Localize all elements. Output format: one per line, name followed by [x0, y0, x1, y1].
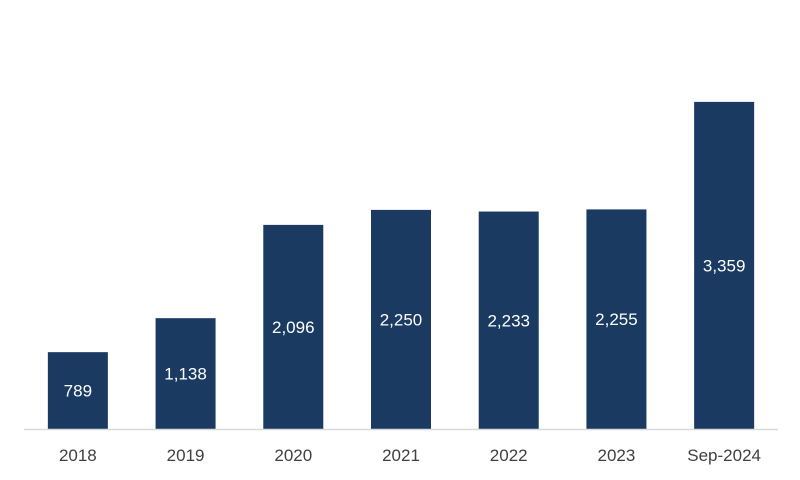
- data-label-2020: 2,096: [272, 318, 315, 337]
- x-tick-label-2022: 2022: [490, 446, 528, 465]
- data-label-sep-2024: 3,359: [703, 256, 746, 275]
- bar-2019: [155, 318, 216, 429]
- x-tick-label-2021: 2021: [382, 446, 420, 465]
- bar-sep-2024: [694, 101, 755, 429]
- bar-2020: [263, 224, 324, 429]
- x-tick-label-2018: 2018: [59, 446, 97, 465]
- data-label-2019: 1,138: [164, 365, 207, 384]
- x-tick-labels-group: 2018 2019 2020 2021 2022 2023 Sep-2024: [59, 446, 761, 465]
- bar-2022: [478, 211, 539, 429]
- bar-2021: [371, 209, 431, 429]
- x-tick-label-2020: 2020: [274, 446, 312, 465]
- bars-group: [47, 101, 755, 429]
- data-label-2022: 2,233: [487, 311, 530, 330]
- data-label-2018: 789: [64, 382, 92, 401]
- data-label-2021: 2,250: [380, 310, 423, 329]
- data-label-2023: 2,255: [595, 310, 638, 329]
- x-tick-label-2019: 2019: [167, 446, 205, 465]
- data-labels-group: 789 1,138 2,096 2,250 2,233 2,255 3,359: [64, 256, 746, 400]
- x-tick-label-2023: 2023: [598, 446, 636, 465]
- x-tick-label-sep-2024: Sep-2024: [687, 446, 761, 465]
- bar-2018: [47, 352, 108, 429]
- bar-2023: [586, 209, 647, 429]
